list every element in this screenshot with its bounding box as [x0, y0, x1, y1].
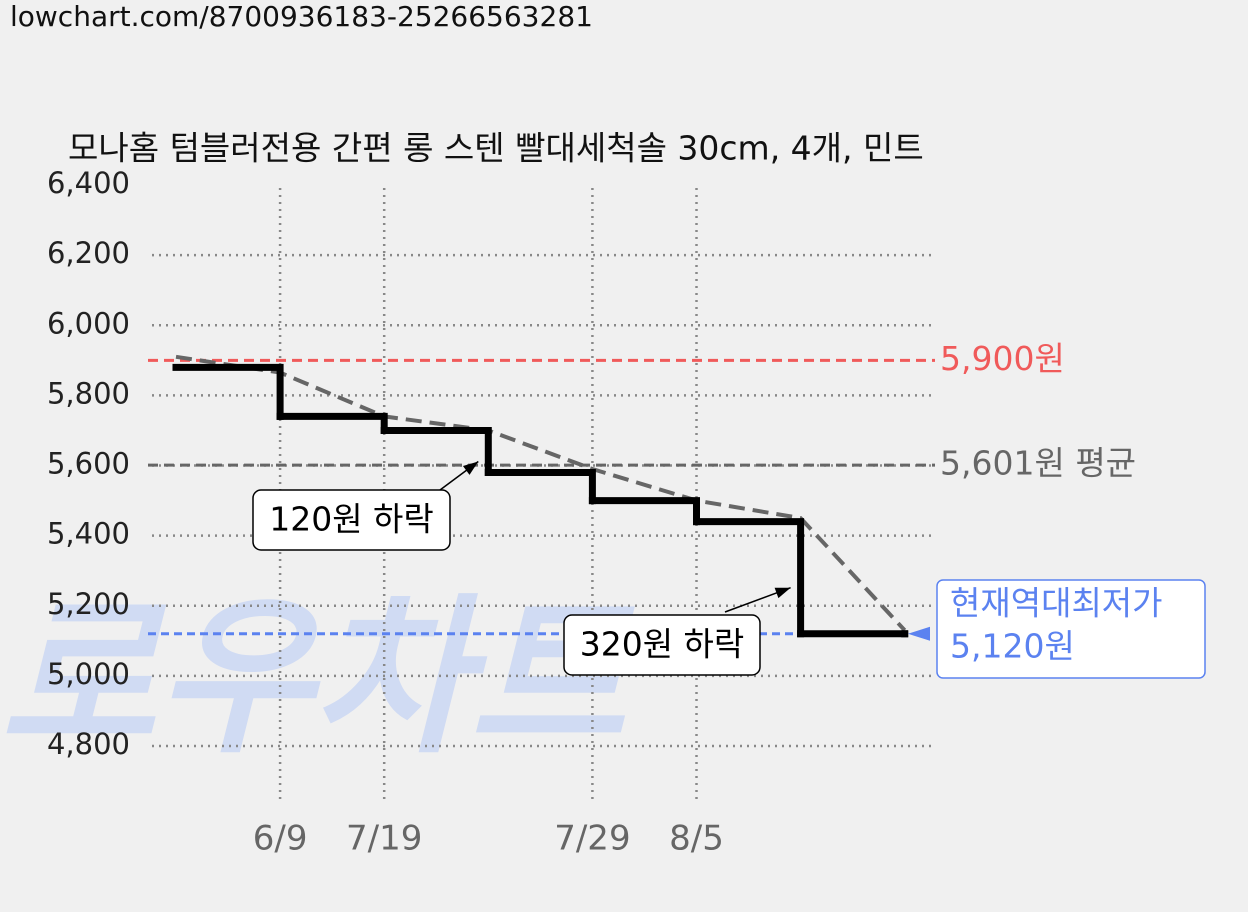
min-box [936, 579, 1206, 679]
annotation-text: 120원 하락 [269, 500, 434, 539]
y-tick-label: 4,800 [47, 727, 130, 761]
step-segment [484, 469, 596, 505]
min-note: 현재역대최저가 [950, 584, 1163, 623]
min-arrow [908, 626, 930, 641]
step-segment [588, 497, 700, 526]
y-tick-label: 5,800 [47, 376, 130, 410]
annotation-box [563, 614, 761, 676]
step-segment [172, 363, 284, 420]
y-tick-label: 5,000 [47, 657, 130, 691]
min-label: 5,120원 [950, 627, 1075, 666]
y-tick-label: 5,400 [47, 517, 130, 551]
step-segment [693, 518, 805, 638]
url: lowchart.com/8700936183-25266563281 [10, 0, 593, 33]
watermark: 로우차트 [0, 579, 635, 777]
y-tick-label: 6,400 [47, 166, 130, 200]
trend-line [175, 354, 907, 632]
annotation-arrowhead [774, 587, 791, 599]
x-tick-label: 6/9 [253, 819, 308, 859]
x-tick-label: 7/19 [346, 819, 422, 859]
y-tick-label: 5,200 [47, 587, 130, 621]
x-tick-label: 8/5 [669, 819, 724, 859]
x-tick-label: 7/29 [554, 819, 630, 859]
reference-label: 5,601원 평균 [940, 444, 1136, 483]
reference-label: 5,900원 [940, 339, 1065, 378]
annotation-arrowhead [462, 461, 479, 475]
y-tick-label: 6,000 [47, 306, 130, 340]
step-segment [380, 426, 492, 477]
annotation-box [252, 489, 451, 551]
y-tick-label: 6,200 [47, 236, 130, 270]
y-tick-label: 5,600 [47, 447, 130, 481]
step-segment [276, 412, 388, 434]
annotation-text: 320원 하락 [580, 625, 745, 664]
chart-title: 모나홈 텀블러전용 간편 롱 스텐 빨대세척솔 30cm, 4개, 민트 [68, 129, 924, 168]
